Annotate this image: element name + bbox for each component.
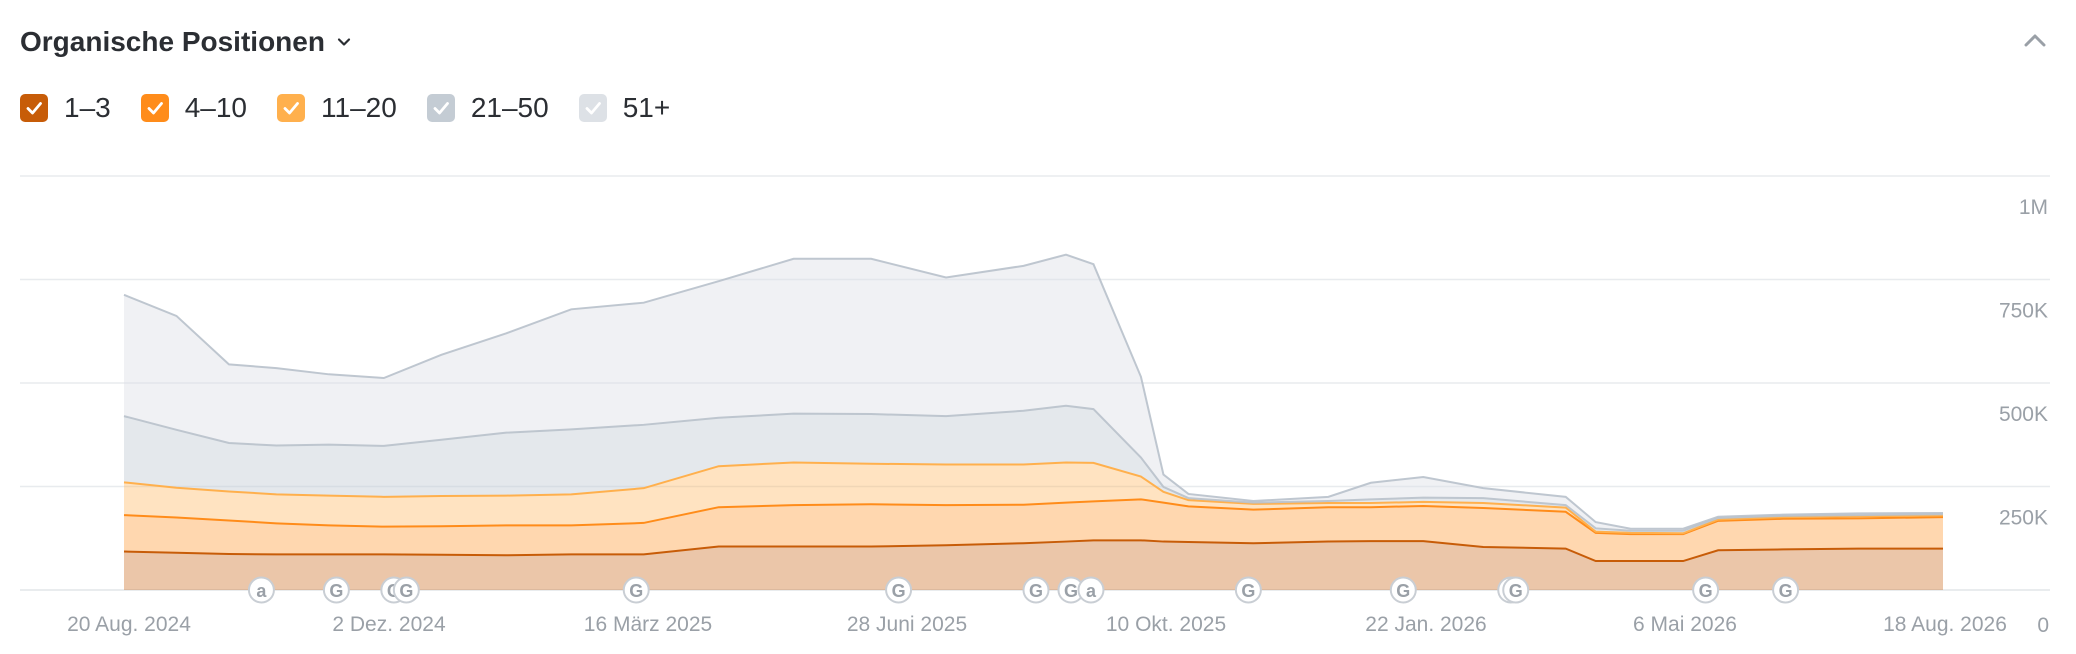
series-area-4–10 [124, 499, 1943, 562]
legend-label: 51+ [622, 92, 671, 123]
marker-label: G [1699, 581, 1713, 601]
marker-label: G [1779, 581, 1793, 601]
y-tick-label: 1M [2019, 196, 2048, 219]
marker-label: G [892, 581, 906, 601]
legend-checkbox-4-10[interactable] [140, 94, 169, 122]
chevron-down-icon[interactable] [337, 35, 351, 49]
series-line-21–50 [123, 404, 1944, 532]
checkmark-icon [585, 102, 601, 115]
y-tick-label: 0 [2037, 614, 2049, 637]
google-update-marker [1389, 576, 1417, 604]
marker-label: G [1241, 581, 1255, 601]
legend-label: 1–3 [64, 92, 111, 123]
marker-label: G [1396, 581, 1410, 601]
checkmark-icon [433, 102, 449, 115]
annotation-marker [247, 576, 275, 604]
google-update-marker [392, 576, 420, 604]
marker-label: G [399, 581, 413, 601]
legend-checkbox-51-plus[interactable] [578, 94, 607, 122]
legend-checkbox-21-50[interactable] [426, 94, 455, 122]
series-area-51+ [124, 254, 1943, 531]
legend-item-1-3[interactable]: 1–3 [20, 92, 111, 124]
series-area-1–3 [124, 540, 1943, 590]
legend-item-11-20[interactable]: 11–20 [277, 92, 397, 124]
marker-label: G [629, 581, 643, 601]
series-legend: 1–3 4–10 11–20 21–50 51+ [20, 92, 700, 124]
legend-item-51-plus[interactable]: 51+ [578, 92, 671, 124]
x-tick-label: 2 Dez. 2024 [332, 613, 446, 636]
marker-label: G [1029, 581, 1043, 601]
legend-label: 4–10 [184, 92, 248, 123]
y-tick-label: 500K [1999, 403, 2048, 426]
widget-title: Organische Positionen [20, 26, 325, 57]
marker-label: a [256, 581, 267, 601]
legend-checkbox-11-20[interactable] [277, 94, 306, 122]
google-update-marker [322, 576, 350, 604]
x-tick-label: 16 März 2025 [584, 613, 712, 636]
google-update-marker [1022, 576, 1050, 604]
y-tick-label: 250K [1999, 507, 2048, 530]
annotation-marker [1077, 576, 1105, 604]
series-line-4–10 [123, 498, 1944, 536]
checkmark-icon [147, 102, 163, 115]
x-tick-label: 18 Aug. 2026 [1883, 613, 2007, 636]
series-line-1–3 [123, 539, 1943, 563]
legend-item-21-50[interactable]: 21–50 [426, 92, 549, 124]
marker-label: G [329, 581, 343, 601]
google-update-marker [1692, 576, 1720, 604]
marker-label: a [1086, 581, 1097, 601]
chart-header: Organische Positionen [20, 22, 351, 62]
series-line-51+ [123, 253, 1944, 530]
legend-checkbox-1-3[interactable] [20, 94, 48, 122]
y-tick-label: 750K [1999, 300, 2048, 323]
x-tick-label: 20 Aug. 2024 [67, 613, 191, 636]
legend-label: 21–50 [470, 92, 549, 123]
series-area-21–50 [124, 405, 1943, 534]
google-update-marker [1772, 576, 1800, 604]
x-tick-label: 22 Jan. 2026 [1365, 613, 1486, 636]
x-tick-label: 10 Okt. 2025 [1106, 613, 1226, 636]
google-update-marker [885, 576, 913, 604]
x-tick-label: 6 Mai 2026 [1633, 613, 1737, 636]
series-area-11–20 [124, 462, 1943, 535]
chevron-up-icon[interactable] [2020, 26, 2050, 56]
google-update-marker [1502, 576, 1530, 604]
marker-label: G [1064, 581, 1078, 601]
legend-item-4-10[interactable]: 4–10 [140, 92, 248, 124]
google-update-marker [1234, 576, 1262, 604]
series-line-11–20 [123, 461, 1944, 535]
checkmark-icon [26, 102, 42, 115]
marker-label: G [1509, 581, 1523, 601]
x-tick-label: 28 Juni 2025 [847, 613, 967, 636]
google-update-marker [622, 576, 650, 604]
legend-label: 11–20 [321, 92, 397, 123]
checkmark-icon [283, 102, 299, 115]
